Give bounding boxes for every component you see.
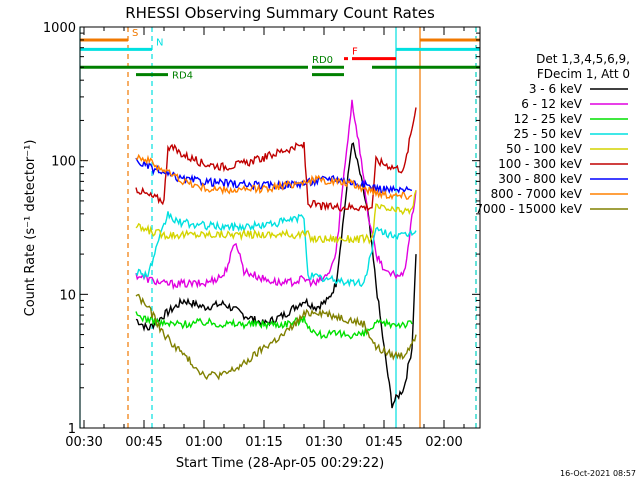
legend-label: 100 - 300 keV [498,157,582,171]
legend-header-line-1: Det 1,3,4,5,6,9, [536,52,630,66]
y-axis: 1 10 100 1000 [43,21,480,437]
legend-label: 12 - 25 keV [514,112,583,126]
marker-label-s: S [132,28,138,39]
series-line [135,293,417,381]
series-line [135,107,417,212]
legend-label: 3 - 6 keV [529,82,583,96]
series-line [135,211,417,288]
x-tick-label: 02:00 [425,435,462,450]
legend-header-line-2: FDecim 1, Att 0 [537,67,630,81]
y-tick-label: 1000 [43,21,76,36]
x-tick-label: 00:45 [125,435,162,450]
legend-label: 25 - 50 keV [514,127,583,141]
y-tick-label: 100 [51,155,76,170]
y-axis-label: Count Rate (s⁻¹ detector⁻¹) [23,140,38,317]
marker-label-rd4: RD4 [172,71,193,82]
legend-label: 300 - 800 keV [498,172,582,186]
x-tick-label: 01:15 [245,435,282,450]
timestamp: 16-Oct-2021 08:57 [560,469,636,478]
y-tick-label: 1 [68,422,76,437]
series-line [135,99,417,291]
x-tick-label: 01:00 [185,435,222,450]
legend-label: 50 - 100 keV [506,142,583,156]
chart-title: RHESSI Observing Summary Count Rates [125,4,435,22]
legend-label: 800 - 7000 keV [491,187,583,201]
plot-area: S N F RD0 RD4 [79,27,480,428]
x-axis-label: Start Time (28-Apr-05 00:29:22) [176,456,384,471]
plot-frame [79,26,481,429]
x-tick-label: 01:30 [305,435,342,450]
series-line [135,311,413,340]
legend: Det 1,3,4,5,6,9, FDecim 1, Att 0 3 - 6 k… [475,52,630,216]
marker-label-f: F [352,47,358,58]
marker-label-n: N [156,37,163,48]
x-tick-label: 00:30 [65,435,102,450]
legend-label: 6 - 12 keV [521,97,583,111]
x-axis: 00:30 00:45 01:00 01:15 01:30 01:45 02:00 [65,27,465,450]
marker-label-rd0: RD0 [312,55,333,66]
series-line [135,153,413,201]
x-tick-label: 01:45 [365,435,402,450]
series-line [135,190,417,245]
y-tick-label: 10 [59,288,76,303]
legend-label: 7000 - 15000 keV [475,202,582,216]
